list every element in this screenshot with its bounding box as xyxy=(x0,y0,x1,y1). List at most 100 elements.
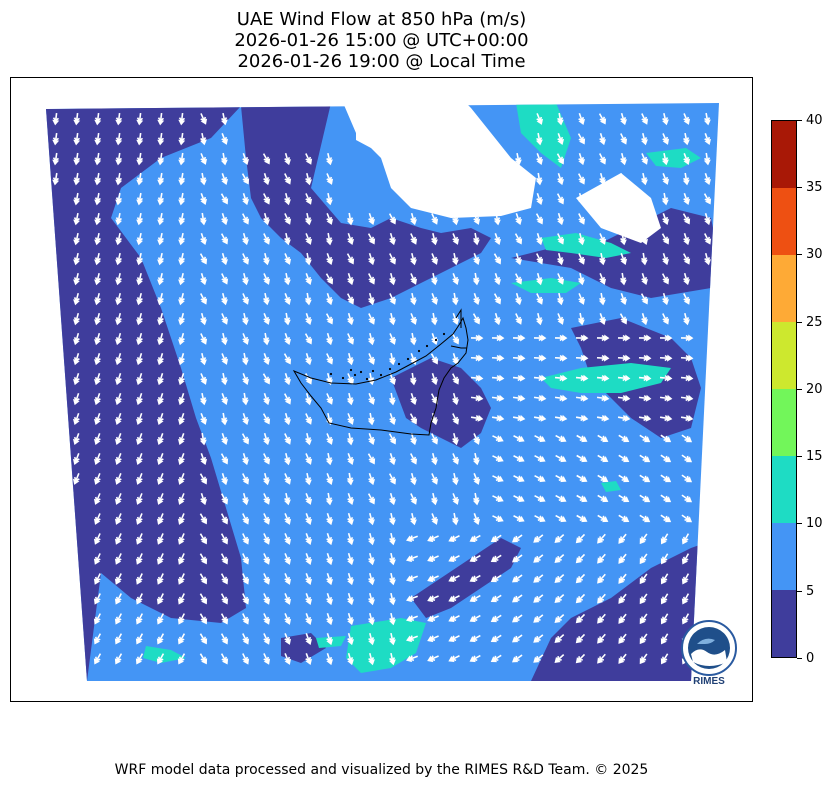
wind-arrow xyxy=(427,575,439,583)
wind-arrow xyxy=(662,313,670,325)
wind-arrow xyxy=(156,653,165,665)
wind-arrow xyxy=(619,272,627,286)
wind-arrow xyxy=(73,172,81,186)
wind-arrow xyxy=(575,334,589,342)
wind-arrow xyxy=(473,473,481,485)
wind-arrow xyxy=(641,113,649,125)
wind-arrow xyxy=(599,153,607,165)
colorbar-label: 0 xyxy=(806,651,815,666)
wind-arrow xyxy=(452,413,460,425)
wind-arrow xyxy=(368,252,375,266)
wind-arrow xyxy=(389,232,396,246)
wind-arrow xyxy=(618,653,627,664)
wind-arrow xyxy=(347,272,354,286)
wind-arrow xyxy=(115,132,123,146)
wind-arrow xyxy=(682,253,691,265)
wind-arrow xyxy=(448,655,460,663)
wind-arrow xyxy=(680,374,694,382)
wind-arrow xyxy=(93,593,101,605)
emirates-internal-border xyxy=(450,345,467,349)
colorbar-tick xyxy=(797,658,802,659)
wind-arrow xyxy=(347,612,354,626)
wind-arrow xyxy=(305,472,312,486)
wind-arrow xyxy=(557,172,565,186)
wind-arrow xyxy=(451,252,459,266)
wind-arrow xyxy=(156,473,164,485)
wind-arrow xyxy=(389,572,396,586)
wind-arrow xyxy=(177,453,185,465)
wind-arrow xyxy=(557,233,565,245)
wind-arrow xyxy=(410,353,418,365)
wind-arrow xyxy=(114,493,122,505)
colorbar-segment xyxy=(772,187,796,255)
wind-arrow xyxy=(536,272,543,286)
wind-arrow xyxy=(618,633,627,644)
wind-arrow xyxy=(326,253,334,266)
wind-arrow xyxy=(514,192,522,206)
wind-arrow xyxy=(221,472,228,486)
wind-arrow xyxy=(659,374,673,382)
wind-arrow xyxy=(618,514,630,523)
wind-arrow xyxy=(368,433,376,446)
wind-arrow xyxy=(662,173,670,185)
wind-arrow xyxy=(368,632,375,646)
wind-arrow xyxy=(388,392,396,406)
wind-arrow xyxy=(597,533,606,544)
wind-arrow xyxy=(451,512,459,526)
wind-arrow xyxy=(283,393,292,405)
wind-arrow xyxy=(597,613,606,624)
wind-arrow xyxy=(114,653,123,665)
wind-arrow xyxy=(284,412,291,426)
wind-arrow xyxy=(410,252,417,266)
colorbar-segment xyxy=(772,120,796,188)
wind-arrow xyxy=(346,212,354,226)
wind-arrow xyxy=(410,472,417,486)
wind-arrow xyxy=(199,573,208,585)
wind-arrow xyxy=(263,493,271,505)
wind-arrow xyxy=(554,334,568,342)
wind-arrow xyxy=(52,152,60,166)
wind-arrow xyxy=(575,394,589,402)
wind-arrow xyxy=(410,453,418,465)
wind-arrow xyxy=(325,452,333,466)
wind-arrow xyxy=(660,613,669,625)
wind-arrow xyxy=(597,494,609,503)
wind-arrow xyxy=(221,332,228,346)
wind-arrow xyxy=(599,252,606,266)
wind-arrow xyxy=(199,533,208,545)
wind-arrow xyxy=(534,514,546,523)
wind-arrow xyxy=(305,633,313,645)
wind-arrow xyxy=(577,133,586,145)
wind-arrow xyxy=(662,213,670,226)
wind-arrow xyxy=(617,354,631,362)
wind-arrow xyxy=(157,272,164,286)
wind-arrow xyxy=(114,573,122,585)
wind-arrow xyxy=(406,555,418,563)
wind-arrow xyxy=(136,212,144,226)
wind-arrow xyxy=(681,573,690,585)
wind-arrow xyxy=(410,273,418,285)
wind-arrow xyxy=(305,432,312,446)
wind-arrow xyxy=(326,613,334,626)
wind-arrow xyxy=(284,473,292,485)
wind-arrow xyxy=(431,492,438,506)
wind-arrow xyxy=(533,334,547,342)
wind-arrow xyxy=(660,533,669,545)
wind-arrow xyxy=(555,434,567,443)
wind-arrow xyxy=(305,453,313,465)
wind-arrow xyxy=(283,353,292,365)
wind-arrow xyxy=(596,334,610,342)
wind-arrow xyxy=(511,554,523,563)
wind-arrow xyxy=(514,152,522,166)
wind-arrow xyxy=(618,533,627,544)
wind-arrow xyxy=(305,352,312,366)
wind-arrow xyxy=(305,413,313,425)
wind-arrow xyxy=(704,252,711,266)
wind-arrow xyxy=(200,352,207,366)
wind-arrow xyxy=(536,113,544,125)
local-time-subtitle: 2026-01-26 19:00 @ Local Time xyxy=(237,51,526,72)
island-marker xyxy=(365,377,369,381)
wind-arrow xyxy=(347,392,354,406)
wind-arrow xyxy=(73,212,81,226)
wind-arrow xyxy=(599,273,607,285)
